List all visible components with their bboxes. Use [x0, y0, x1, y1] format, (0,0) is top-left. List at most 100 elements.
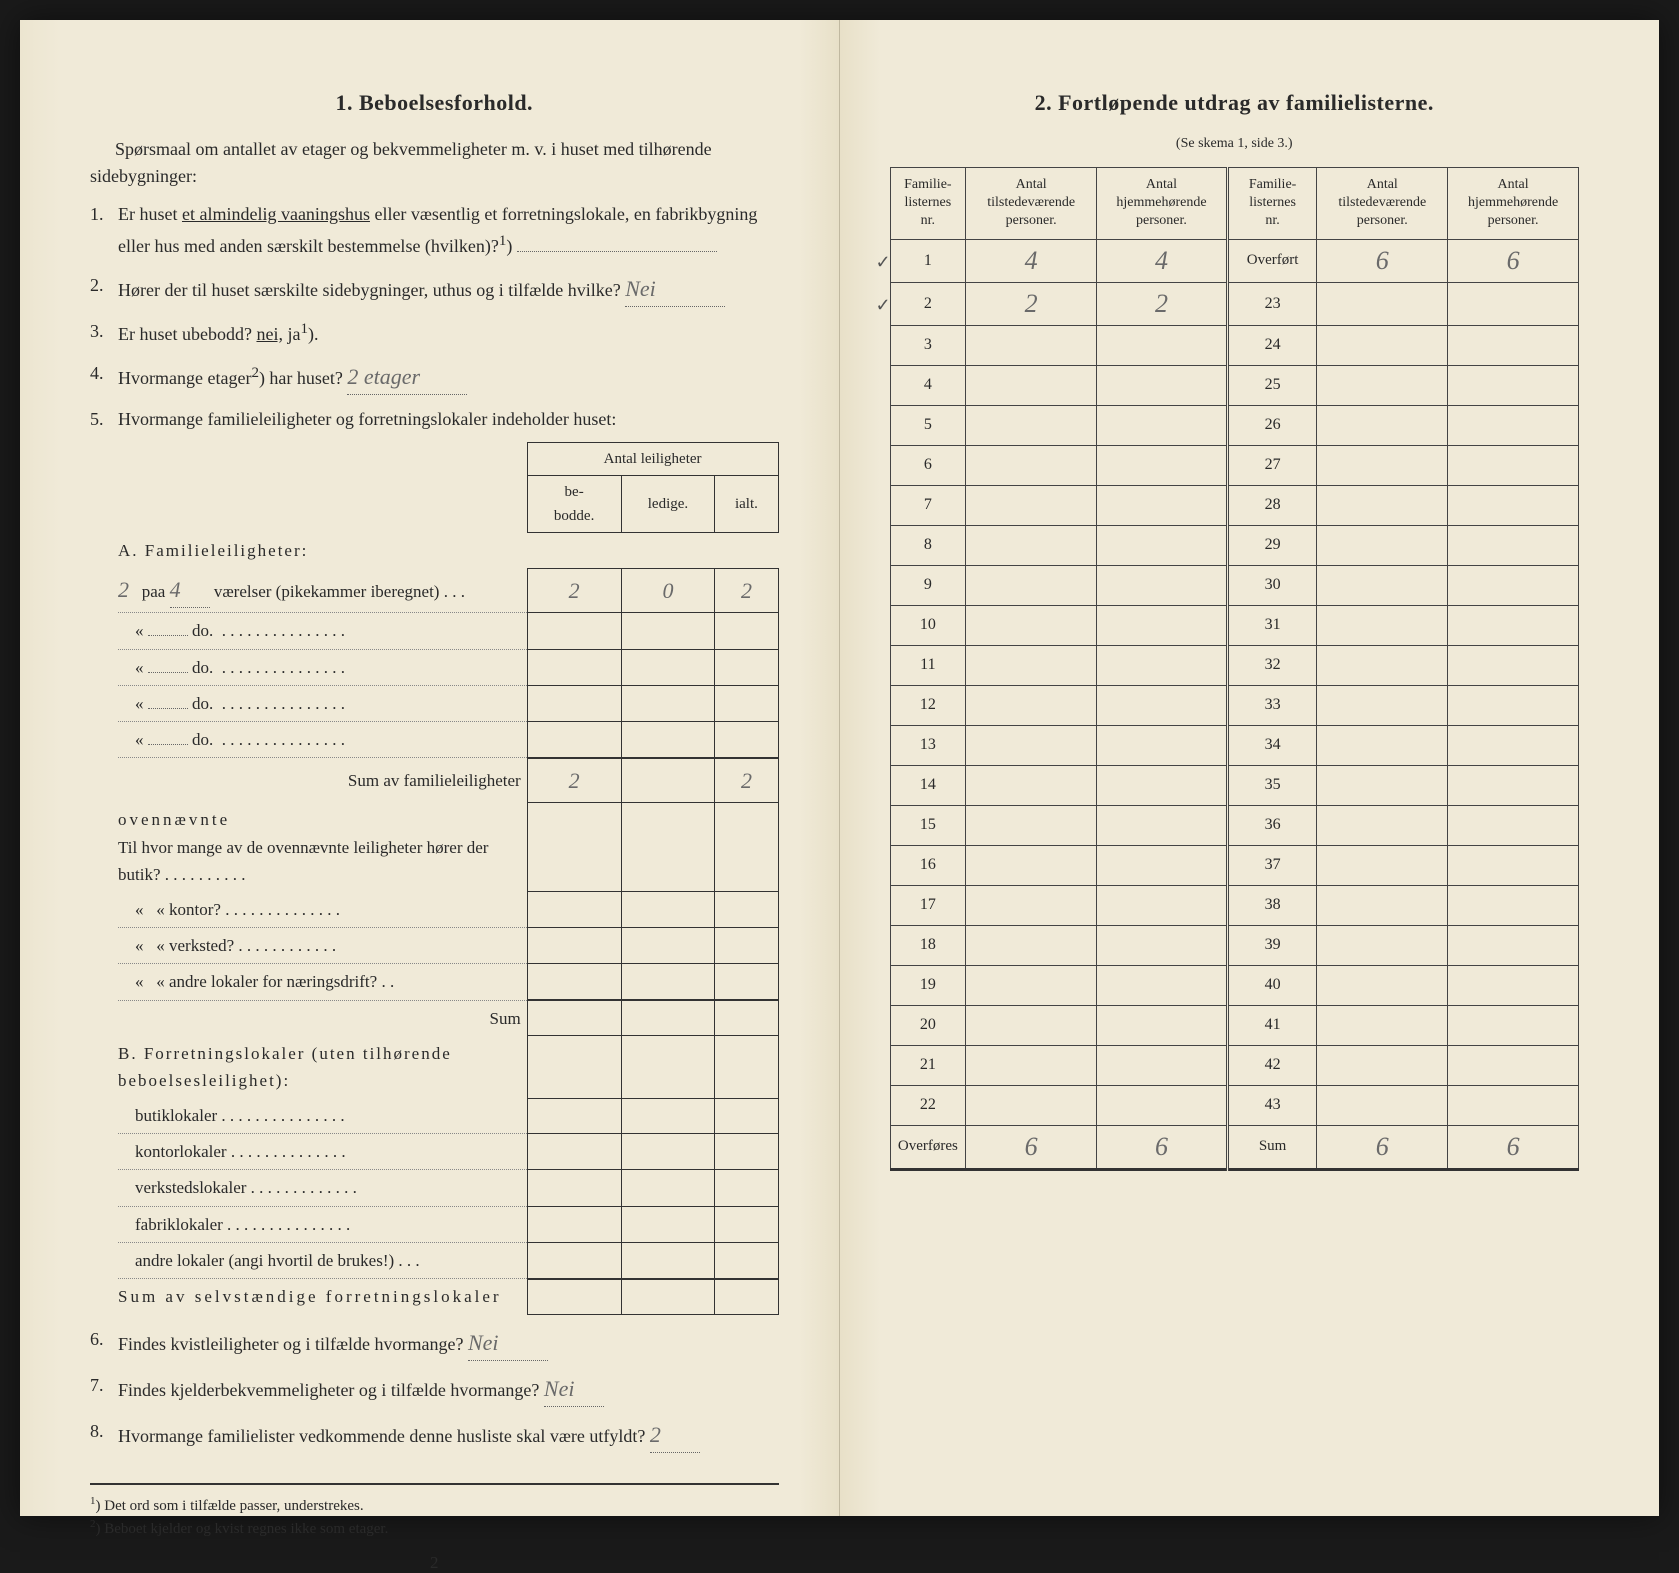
section-a-label: A. Familieleiligheter:	[118, 541, 308, 560]
b-sum-label: Sum av selvstændige forretningslokaler	[118, 1287, 502, 1306]
cell-home-left: 2	[1097, 282, 1228, 325]
kontor-text: kontor?	[169, 900, 221, 919]
q7-num: 7.	[90, 1371, 104, 1400]
family-row-4: « do. . . . . . . . . . . . . . . .	[118, 685, 778, 721]
q1-paren: )	[506, 236, 512, 256]
cell-home-left	[1097, 925, 1228, 965]
andre-row: « « andre lokaler for næringsdrift? . .	[118, 964, 778, 1000]
table-sum-row: Overføres66Sum66	[890, 1125, 1579, 1169]
cell-home-right	[1448, 885, 1579, 925]
left-page: 1. Beboelsesforhold. Spørsmaal om antall…	[20, 20, 840, 1516]
cell-famnr-right: 34	[1227, 725, 1317, 765]
do-2: do.	[192, 621, 213, 640]
cell-famnr-left: 18	[890, 925, 966, 965]
b-row-3: verkstedslokaler . . . . . . . . . . . .…	[118, 1170, 778, 1206]
q3-num: 3.	[90, 317, 104, 346]
cell-home-right	[1448, 325, 1579, 365]
table-row: 1031	[890, 605, 1579, 645]
cell-famnr-right: 37	[1227, 845, 1317, 885]
cell-home-left: 4	[1097, 239, 1228, 282]
cell-present-left	[966, 925, 1097, 965]
cell-famnr-right: 33	[1227, 685, 1317, 725]
family-row-5: « do. . . . . . . . . . . . . . . .	[118, 722, 778, 758]
verksted-text: verksted?	[169, 936, 234, 955]
cell-famnr-right: 42	[1227, 1045, 1317, 1085]
section-a-row: A. Familieleiligheter:	[118, 532, 778, 568]
questions-list: 1. Er huset et almindelig vaaningshus el…	[90, 200, 779, 1453]
b1: butiklokaler	[135, 1106, 217, 1125]
b-row-4: fabriklokaler . . . . . . . . . . . . . …	[118, 1206, 778, 1242]
cell-present-right	[1317, 525, 1448, 565]
section-b-label: B. Forretningslokaler (uten tilhørende b…	[118, 1044, 452, 1090]
cell-present-right	[1317, 645, 1448, 685]
footnote-2: 2) Beboet kjelder og kvist regnes ikke s…	[90, 1518, 779, 1538]
table-row: 728	[890, 485, 1579, 525]
q4-text: Hvormange etager	[118, 368, 251, 388]
cell-home-right	[1448, 525, 1579, 565]
q2-text: Hører der til huset særskilte sidebygnin…	[118, 280, 621, 300]
intro-text: Spørsmaal om antallet av etager og bekve…	[90, 136, 779, 190]
cell-home-right	[1448, 405, 1579, 445]
q3-underlined: nei,	[256, 324, 283, 344]
butik-row: ovennævnteTil hvor mange av de ovennævnt…	[118, 802, 778, 892]
cell-home-right	[1448, 845, 1579, 885]
th-famnr-l: Familie- listernes nr.	[890, 168, 966, 240]
q5-num: 5.	[90, 405, 104, 434]
family-row-1: 2 paa 4 værelser (pikekammer iberegnet) …	[118, 568, 778, 613]
cell-famnr-left: 15	[890, 805, 966, 845]
cell-present-right	[1317, 325, 1448, 365]
table-row: 627	[890, 445, 1579, 485]
cell-famnr-right: 39	[1227, 925, 1317, 965]
cell-present-left	[966, 485, 1097, 525]
cell-present-right	[1317, 282, 1448, 325]
cell-present-left	[966, 605, 1097, 645]
sum2-label: Sum	[490, 1009, 521, 1028]
q8-num: 8.	[90, 1417, 104, 1446]
cell-famnr-left: 8	[890, 525, 966, 565]
cell-famnr-right: 32	[1227, 645, 1317, 685]
family-row-2: « do. . . . . . . . . . . . . . . .	[118, 613, 778, 649]
cell-present-right	[1317, 805, 1448, 845]
cell-present-left: 2	[966, 282, 1097, 325]
butik-text: Til hvor mange av de ovennævnte leilighe…	[118, 838, 488, 884]
cell-famnr-left: 21	[890, 1045, 966, 1085]
table-header-row: be- bodde. ledige. ialt.	[118, 475, 778, 532]
cell-home-right	[1448, 725, 1579, 765]
cell-home-left	[1097, 605, 1228, 645]
do-5: do.	[192, 730, 213, 749]
cell-home-right: 6	[1448, 239, 1579, 282]
cell-home-right	[1448, 445, 1579, 485]
q1-blank	[517, 251, 717, 252]
table-row: 324	[890, 325, 1579, 365]
cell-present-right	[1317, 1085, 1448, 1125]
sum-home: 6	[1448, 1125, 1579, 1169]
b5: andre lokaler (angi hvortil de brukes!)	[135, 1251, 394, 1270]
cell-famnr-right: 29	[1227, 525, 1317, 565]
b-row-5: andre lokaler (angi hvortil de brukes!) …	[118, 1242, 778, 1278]
row1-prefix: 2	[118, 577, 129, 602]
b4: fabriklokaler	[135, 1215, 223, 1234]
footnotes: 1) Det ord som i tilfælde passer, unders…	[90, 1483, 779, 1538]
question-1: 1. Er huset et almindelig vaaningshus el…	[118, 200, 779, 261]
cell-famnr-right: Overført	[1227, 239, 1317, 282]
table-row: 425	[890, 365, 1579, 405]
andre-text: andre lokaler for næringsdrift?	[169, 972, 377, 991]
cell-present-left	[966, 405, 1097, 445]
cell-famnr-left: 19	[890, 965, 966, 1005]
cell-famnr-left: 11	[890, 645, 966, 685]
cell-famnr-left: 5	[890, 405, 966, 445]
cell-present-right	[1317, 445, 1448, 485]
row1-c1: 2	[527, 568, 621, 613]
q1-num: 1.	[90, 200, 104, 229]
cell-home-right	[1448, 1045, 1579, 1085]
row1-paa: paa	[142, 582, 166, 601]
cell-famnr-left: 3	[890, 325, 966, 365]
cell-famnr-right: 31	[1227, 605, 1317, 645]
q3-paren: ).	[308, 324, 319, 344]
question-5: 5. Hvormange familieleiligheter og forre…	[118, 405, 779, 1315]
cell-home-left	[1097, 365, 1228, 405]
b2: kontorlokaler	[135, 1142, 227, 1161]
cell-present-right	[1317, 685, 1448, 725]
q3-text-b: ja	[283, 324, 301, 344]
q1-underlined: et almindelig vaaningshus	[182, 204, 370, 224]
